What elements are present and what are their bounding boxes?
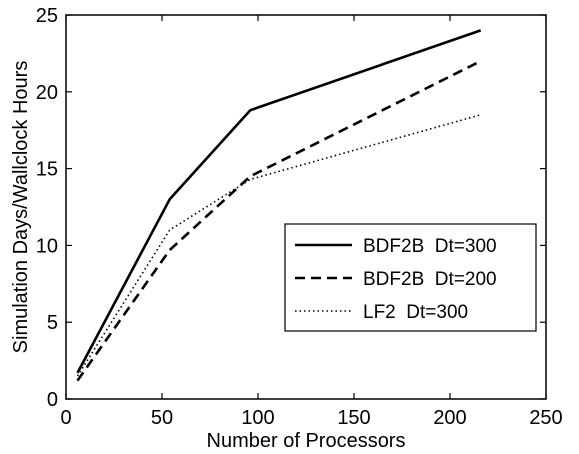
- legend: BDF2B Dt=300 BDF2B Dt=200 LF2 Dt=300: [284, 223, 537, 332]
- x-tick-label: 200: [433, 407, 466, 429]
- series-line-3: [76, 114, 481, 377]
- y-axis-label: Simulation Days/Wallclock Hours: [10, 61, 32, 354]
- x-axis-label: Number of Processors: [207, 430, 406, 452]
- y-tick-label: 5: [47, 312, 58, 334]
- x-tick-label: 100: [241, 407, 274, 429]
- legend-label-3: LF2 Dt=300: [363, 302, 468, 323]
- legend-label-2: BDF2B Dt=200: [363, 269, 497, 290]
- y-tick-label: 10: [36, 235, 58, 257]
- series-lines: [76, 29, 482, 382]
- x-tick-label: 250: [529, 407, 562, 429]
- y-tick-label: 15: [36, 159, 58, 181]
- legend-box: [284, 223, 537, 332]
- series-line-2: [76, 59, 482, 382]
- x-tick-label: 50: [151, 407, 173, 429]
- series-line-1: [76, 29, 482, 374]
- x-tick-label: 0: [60, 407, 71, 429]
- plot-area: [65, 14, 547, 400]
- axis-ticks: 0 50 100 150 200 250 0 5 10 15 20 25: [36, 5, 563, 429]
- y-tick-label: 25: [36, 5, 58, 27]
- y-tick-label: 20: [36, 82, 58, 104]
- x-tick-label: 150: [337, 407, 370, 429]
- legend-label-1: BDF2B Dt=300: [363, 236, 497, 257]
- y-tick-label: 0: [47, 389, 58, 411]
